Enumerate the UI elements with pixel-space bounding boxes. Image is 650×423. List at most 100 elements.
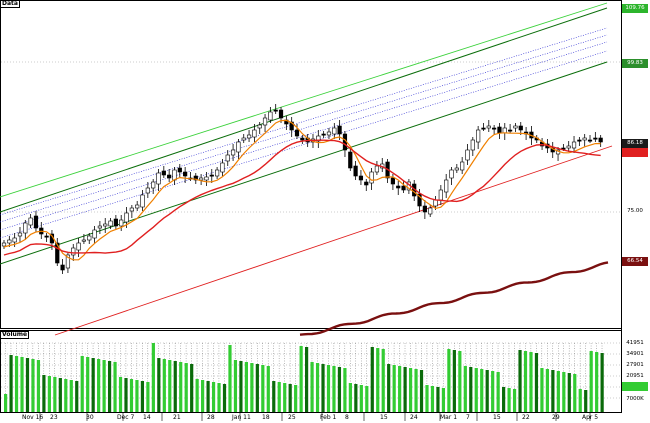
candle-body bbox=[246, 134, 252, 139]
volume-bar bbox=[562, 372, 566, 412]
volume-bar bbox=[173, 361, 177, 412]
volume-bar bbox=[91, 358, 95, 412]
volume-axis-tick: 34901 bbox=[626, 351, 644, 357]
date-axis-label: 29 bbox=[552, 414, 560, 421]
candle-body bbox=[316, 135, 321, 142]
candle-body bbox=[433, 199, 438, 207]
price-tag-long-ma: 66.54 bbox=[622, 257, 648, 266]
short-moving-average bbox=[3, 119, 601, 261]
candle-body bbox=[108, 220, 113, 227]
volume-bar bbox=[376, 348, 380, 412]
volume-bar bbox=[523, 351, 528, 412]
candle-body bbox=[444, 179, 449, 193]
volume-bar bbox=[502, 387, 506, 412]
candle-body bbox=[129, 207, 134, 212]
date-axis-label: Dec 7 bbox=[117, 414, 135, 421]
support-line bbox=[54, 145, 613, 336]
volume-bar bbox=[9, 355, 13, 412]
candle-body bbox=[518, 125, 523, 131]
volume-bar bbox=[359, 385, 363, 412]
candle-body bbox=[513, 125, 518, 129]
candle-body bbox=[396, 185, 401, 189]
candle-body bbox=[273, 109, 278, 112]
volume-bar bbox=[414, 369, 418, 412]
volume-bar bbox=[430, 386, 435, 412]
volume-bar bbox=[42, 375, 46, 412]
volume-bar bbox=[370, 347, 374, 412]
volume-bar bbox=[545, 369, 549, 412]
candle-body bbox=[476, 129, 481, 143]
date-axis-label: 23 bbox=[50, 414, 58, 421]
date-axis-label: Jan 11 bbox=[232, 414, 251, 421]
trendlines bbox=[0, 2, 613, 336]
candle-body bbox=[113, 218, 118, 227]
volume-bar bbox=[496, 372, 500, 412]
candle-body bbox=[449, 169, 454, 179]
volume-bar bbox=[97, 359, 101, 412]
candle-body bbox=[92, 229, 97, 239]
candle-body bbox=[214, 169, 220, 177]
volume-bar bbox=[190, 364, 194, 412]
candle-body bbox=[582, 137, 587, 141]
candle-body bbox=[183, 171, 188, 177]
volume-bar bbox=[567, 373, 571, 412]
volume-bar bbox=[86, 357, 90, 412]
candle-body bbox=[151, 181, 156, 189]
date-axis-label: 15 bbox=[493, 414, 501, 421]
volume-bar bbox=[151, 343, 155, 412]
candle-body bbox=[87, 235, 92, 241]
volume-bar bbox=[441, 388, 446, 412]
volume-bar bbox=[195, 379, 199, 412]
candle-body bbox=[438, 189, 443, 201]
volume-bar bbox=[14, 356, 19, 412]
candle-body bbox=[353, 165, 358, 177]
volume-bar bbox=[4, 394, 8, 412]
volume-bar bbox=[244, 362, 248, 412]
candle-body bbox=[294, 129, 300, 137]
candle-body bbox=[278, 109, 284, 119]
volume-bar bbox=[288, 384, 292, 412]
volume-axis-tick: 7000K bbox=[626, 396, 644, 402]
volume-bar bbox=[491, 371, 495, 412]
candle-body bbox=[12, 237, 17, 243]
date-axis-label: 28 bbox=[207, 414, 215, 421]
volume-bar bbox=[294, 385, 298, 412]
volume-bar bbox=[129, 379, 134, 412]
volume-axis-tick: 27901 bbox=[626, 362, 644, 368]
volume-bar bbox=[206, 381, 210, 412]
candle-body bbox=[593, 137, 598, 140]
volume-axis-tick: 41951 bbox=[626, 340, 644, 346]
channel-outer-line bbox=[0, 2, 608, 198]
volume-bar bbox=[217, 383, 221, 412]
date-axis-label: Feb 1 bbox=[320, 414, 337, 421]
candle-body bbox=[209, 174, 214, 177]
volume-bar bbox=[20, 357, 24, 412]
volume-bar bbox=[343, 368, 347, 412]
medium-moving-average bbox=[3, 139, 601, 256]
volume-bar bbox=[589, 351, 593, 412]
candle-body bbox=[470, 139, 475, 151]
candle-body bbox=[161, 170, 166, 176]
volume-bar bbox=[398, 366, 402, 412]
volume-bar bbox=[392, 365, 396, 412]
volume-bar bbox=[64, 379, 68, 412]
candle-body bbox=[145, 187, 150, 194]
volume-bar bbox=[201, 380, 205, 412]
date-axis-label: Nov 16 bbox=[22, 414, 44, 421]
candle-body bbox=[332, 127, 337, 135]
candle-body bbox=[241, 137, 246, 141]
volume-bar bbox=[463, 366, 467, 412]
candle-body bbox=[428, 207, 433, 215]
volume-bar bbox=[573, 374, 577, 412]
price-tag-top: 109.76 bbox=[622, 4, 648, 13]
volume-bar bbox=[228, 345, 232, 412]
long-term-moving-average bbox=[299, 261, 609, 336]
date-axis-label: 15 bbox=[380, 414, 388, 421]
price-axis-tick: 75.00 bbox=[627, 208, 643, 214]
candle-body bbox=[492, 127, 497, 130]
price-pane[interactable] bbox=[0, 0, 622, 329]
candle-body bbox=[236, 141, 241, 153]
volume-bar bbox=[140, 381, 145, 412]
volume-bar bbox=[534, 353, 539, 412]
